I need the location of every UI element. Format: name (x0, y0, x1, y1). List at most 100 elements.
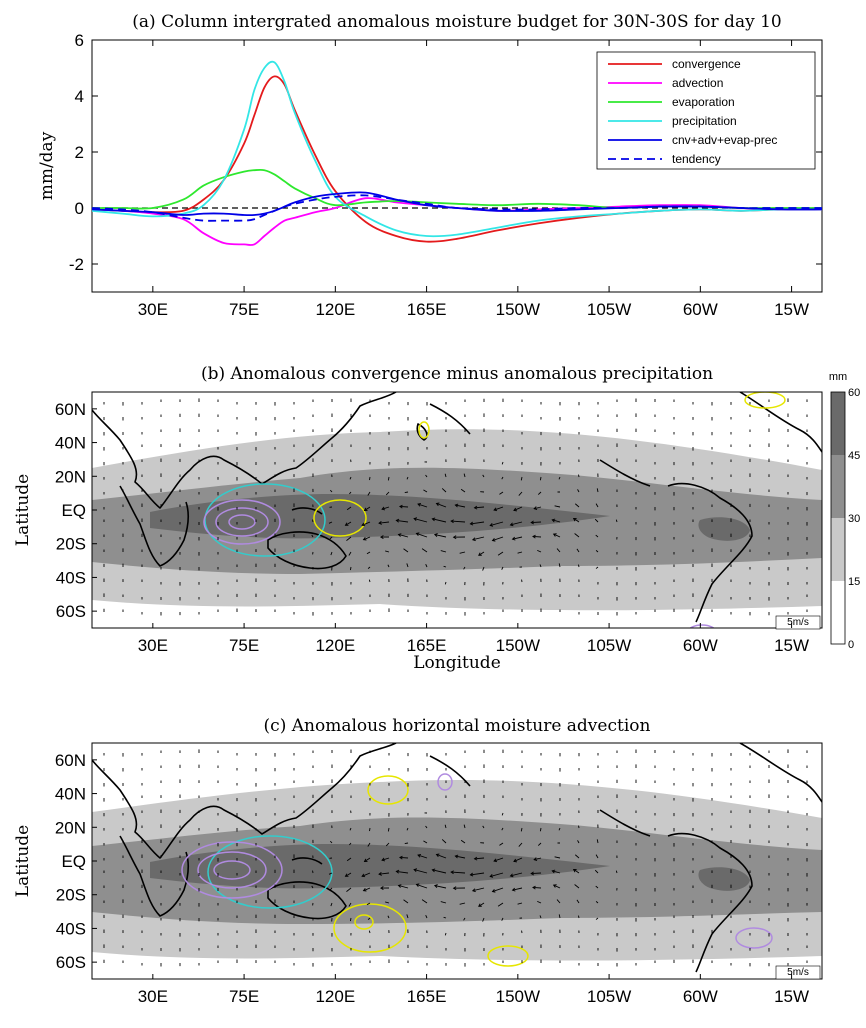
purple-contour-mid (215, 507, 269, 537)
panel-c-y-ticks: 60N 40N 20N EQ 20S 40S 60S (55, 751, 97, 972)
purple-contour-outer (203, 499, 281, 545)
purple-contour-southeast (735, 927, 773, 949)
panel-b-y-ticks: 60N 40N 20N EQ 20S 40S 60S (55, 400, 97, 621)
y-tick-label: 40S (56, 568, 86, 587)
x-tick-label: 75E (229, 300, 259, 319)
colorbar-tick-label: 60 (848, 387, 860, 399)
x-tick-label: 30E (138, 987, 168, 1006)
x-tick-label: 120E (315, 987, 355, 1006)
yellow-contour (313, 499, 367, 537)
wind-vectors (103, 749, 808, 967)
yellow-contour-south (487, 945, 529, 967)
panel-a-legend: convergence advection evaporation precipita… (596, 51, 816, 170)
cyan-contour (207, 835, 333, 909)
legend-entry: convergence (672, 57, 741, 71)
x-tick-label: 165E (407, 300, 447, 319)
y-tick-label: EQ (61, 852, 86, 871)
vector-key-label: 5m/s (787, 967, 809, 978)
x-tick-label: 150W (496, 636, 540, 655)
y-tick-label: 2 (75, 143, 84, 162)
purple-contour-mid (197, 851, 267, 889)
colorbar-unit: mm (829, 371, 847, 383)
coastlines (92, 743, 822, 973)
purple-contour-outer (181, 841, 283, 899)
yellow-contour-north (744, 392, 786, 409)
y-tick-label: 20N (55, 467, 86, 486)
panel-c-map-area (92, 743, 822, 979)
y-tick-label: 60S (56, 602, 86, 621)
series-line-advection (92, 197, 822, 246)
y-tick-label: 60S (56, 953, 86, 972)
panel-c-vector-key: 5m/s (775, 965, 821, 980)
panel-b-map-area (92, 392, 822, 628)
panel-b-title: (b) Anomalous convergence minus anomalou… (201, 364, 713, 384)
shade-level-45 (150, 844, 610, 889)
panel-b-xlabel: Longitude (413, 653, 501, 673)
y-tick-label: 40N (55, 434, 86, 453)
y-tick-label: 6 (75, 31, 84, 50)
panel-a-line-chart: (a) Column intergrated anomalous moistur… (37, 12, 823, 319)
x-tick-label: 60W (683, 300, 718, 319)
purple-contour-north (437, 773, 453, 791)
x-tick-label: 15W (774, 636, 809, 655)
legend-entry: advection (672, 76, 723, 90)
panel-a-y-ticks: -2 0 2 4 6 (69, 31, 822, 274)
shade-level-45-amazon (698, 517, 750, 541)
colorbar-tick-label: 0 (848, 639, 854, 651)
x-tick-label: 150W (496, 300, 540, 319)
purple-contour-south (689, 624, 715, 628)
colorbar-segment (831, 392, 845, 455)
panel-c-ylabel: Latitude (13, 825, 33, 897)
y-tick-label: 40S (56, 919, 86, 938)
x-tick-label: 150W (496, 987, 540, 1006)
purple-contour-inner (213, 860, 251, 880)
legend-entry: precipitation (672, 114, 737, 128)
colorbar: mm 0 15 30 45 60 (829, 371, 860, 651)
y-tick-label: 20N (55, 818, 86, 837)
x-tick-label: 60W (683, 987, 718, 1006)
y-tick-label: -2 (69, 255, 84, 274)
legend-entry: cnv+adv+evap-prec (672, 133, 777, 147)
y-tick-label: 60N (55, 751, 86, 770)
panel-c-x-ticks: 30E 75E 120E 165E 150W 105W 60W 15W (138, 974, 809, 1006)
yellow-contour-north (367, 775, 409, 805)
yellow-contour-small (418, 421, 430, 439)
vector-key-label: 5m/s (787, 617, 809, 628)
panel-b-vector-key: 5m/s (775, 615, 821, 630)
legend-box (596, 51, 816, 170)
panel-b-map: (b) Anomalous convergence minus anomalou… (13, 364, 860, 673)
y-tick-label: 20S (56, 535, 86, 554)
yellow-contour-australia (333, 903, 407, 953)
colorbar-tick-label: 15 (848, 576, 860, 588)
y-tick-label: 40N (55, 785, 86, 804)
panel-a-series (92, 60, 822, 246)
colorbar-tick-label: 45 (848, 450, 860, 462)
panel-a-title: (a) Column intergrated anomalous moistur… (132, 12, 781, 32)
x-tick-label: 120E (315, 300, 355, 319)
panel-c-map: (c) Anomalous horizontal moisture advect… (13, 716, 823, 1006)
contours (181, 773, 773, 967)
x-tick-label: 165E (407, 636, 447, 655)
coastlines (92, 392, 822, 623)
colorbar-segment (831, 518, 845, 581)
x-tick-label: 15W (774, 300, 809, 319)
y-tick-label: 60N (55, 400, 86, 419)
legend-entry: evaporation (672, 95, 735, 109)
cyan-contour (204, 483, 326, 557)
purple-contour-inner (228, 514, 256, 530)
colorbar-tick-label: 30 (848, 513, 860, 525)
y-tick-label: 20S (56, 886, 86, 905)
x-tick-label: 105W (587, 636, 631, 655)
colorbar-segment (831, 581, 845, 644)
x-tick-label: 105W (587, 987, 631, 1006)
y-tick-label: 4 (75, 87, 84, 106)
x-tick-label: 75E (229, 987, 259, 1006)
x-tick-label: 120E (315, 636, 355, 655)
panel-a-x-ticks: 30E 75E 120E 165E 150W 105W 60W 15W (138, 40, 809, 319)
series-line-tendency (92, 194, 822, 222)
shade-level-45-amazon (698, 867, 750, 891)
x-tick-label: 105W (587, 300, 631, 319)
x-tick-label: 15W (774, 987, 809, 1006)
panel-b-x-ticks: 30E 75E 120E 165E 150W 105W 60W 15W (138, 623, 809, 655)
